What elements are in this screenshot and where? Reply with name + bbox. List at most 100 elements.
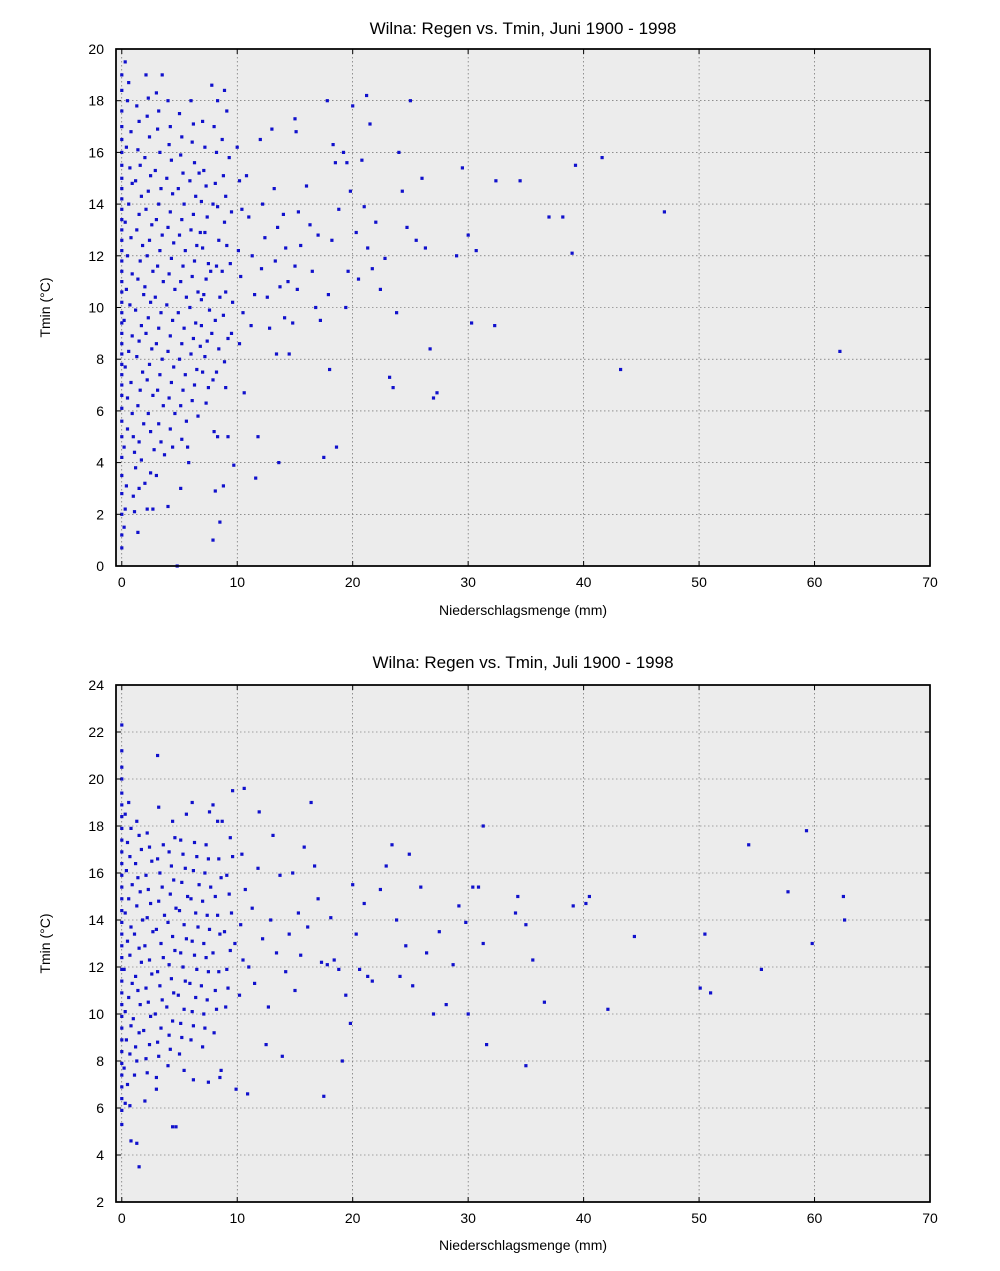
data-point: [177, 112, 182, 116]
data-point: [166, 225, 170, 229]
data-point: [192, 840, 197, 845]
data-point: [125, 1082, 130, 1087]
data-point: [334, 445, 339, 449]
data-point: [451, 963, 455, 967]
data-point: [153, 295, 157, 299]
y-tick-label: 6: [96, 403, 104, 419]
data-point: [159, 187, 163, 191]
data-point: [219, 1068, 223, 1072]
data-point: [191, 1078, 195, 1082]
data-point: [135, 1141, 139, 1145]
data-point: [189, 99, 193, 103]
data-point: [120, 137, 124, 142]
data-point: [378, 287, 382, 291]
data-point: [127, 897, 131, 901]
data-point: [203, 871, 207, 875]
data-point: [120, 1050, 124, 1054]
data-point: [182, 1068, 186, 1072]
data-point: [192, 259, 197, 263]
data-point: [316, 897, 320, 901]
data-point: [264, 1043, 268, 1047]
data-point: [203, 230, 207, 235]
data-point: [216, 913, 220, 917]
chart-title: Wilna: Regen vs. Tmin, Juni 1900 - 1998: [370, 19, 677, 38]
data-point: [149, 174, 153, 178]
data-point: [191, 122, 195, 126]
data-point: [120, 88, 124, 92]
data-point: [308, 223, 312, 227]
data-point: [184, 419, 188, 423]
data-point: [159, 1026, 163, 1030]
data-point: [128, 1104, 132, 1108]
data-point: [156, 388, 160, 392]
data-point: [225, 243, 229, 248]
data-point: [135, 904, 139, 908]
data-point: [234, 1087, 238, 1091]
data-point: [206, 262, 210, 266]
data-point: [296, 210, 300, 214]
data-point: [195, 367, 199, 372]
data-point: [159, 311, 163, 315]
x-tick-label: 30: [460, 574, 476, 590]
data-point: [120, 419, 124, 423]
data-point: [294, 130, 298, 134]
data-point: [120, 290, 124, 294]
x-tick-label: 0: [118, 574, 126, 590]
data-point: [195, 243, 199, 248]
data-point: [481, 824, 485, 828]
data-point: [147, 1043, 152, 1047]
data-point: [180, 437, 184, 441]
data-point: [120, 920, 124, 924]
data-point: [120, 473, 124, 478]
y-tick-label: 14: [88, 912, 104, 928]
data-point: [225, 109, 229, 113]
data-point: [120, 1108, 124, 1112]
data-point: [319, 960, 324, 964]
data-point: [177, 233, 182, 237]
data-point: [225, 967, 229, 971]
data-point: [122, 1066, 126, 1070]
data-point: [199, 324, 203, 328]
data-point: [125, 396, 130, 400]
data-point: [136, 876, 140, 880]
data-point: [268, 326, 272, 330]
data-point: [180, 1035, 184, 1040]
data-point: [203, 145, 207, 149]
data-point: [398, 974, 402, 978]
data-point: [198, 344, 202, 348]
data-point: [120, 1061, 124, 1065]
data-point: [179, 486, 183, 490]
data-point: [346, 269, 350, 273]
data-point: [209, 269, 213, 273]
data-point: [370, 979, 374, 983]
data-point: [120, 979, 124, 983]
data-point: [146, 189, 150, 193]
data-point: [226, 986, 230, 990]
data-point: [395, 311, 399, 315]
data-point: [561, 215, 565, 219]
data-point: [146, 1000, 150, 1004]
y-axis-label: Tmin (°C): [37, 913, 53, 973]
data-point: [186, 445, 190, 449]
data-point: [183, 866, 187, 870]
data-point: [137, 1165, 141, 1169]
data-point: [123, 1101, 127, 1105]
data-point: [188, 179, 192, 183]
data-point: [206, 386, 210, 390]
data-point: [344, 993, 348, 997]
x-tick-label: 20: [345, 1210, 361, 1226]
data-point: [237, 342, 242, 346]
data-point: [158, 150, 162, 154]
data-point: [120, 176, 124, 180]
data-point: [211, 378, 215, 382]
data-point: [123, 365, 127, 369]
data-point: [137, 1031, 141, 1035]
plot-area: [115, 684, 931, 1203]
data-point: [154, 927, 158, 931]
data-point: [150, 223, 154, 227]
data-point: [173, 411, 177, 416]
data-point: [167, 1033, 171, 1037]
data-point: [281, 212, 285, 216]
data-point: [455, 254, 459, 258]
data-point: [136, 277, 140, 281]
